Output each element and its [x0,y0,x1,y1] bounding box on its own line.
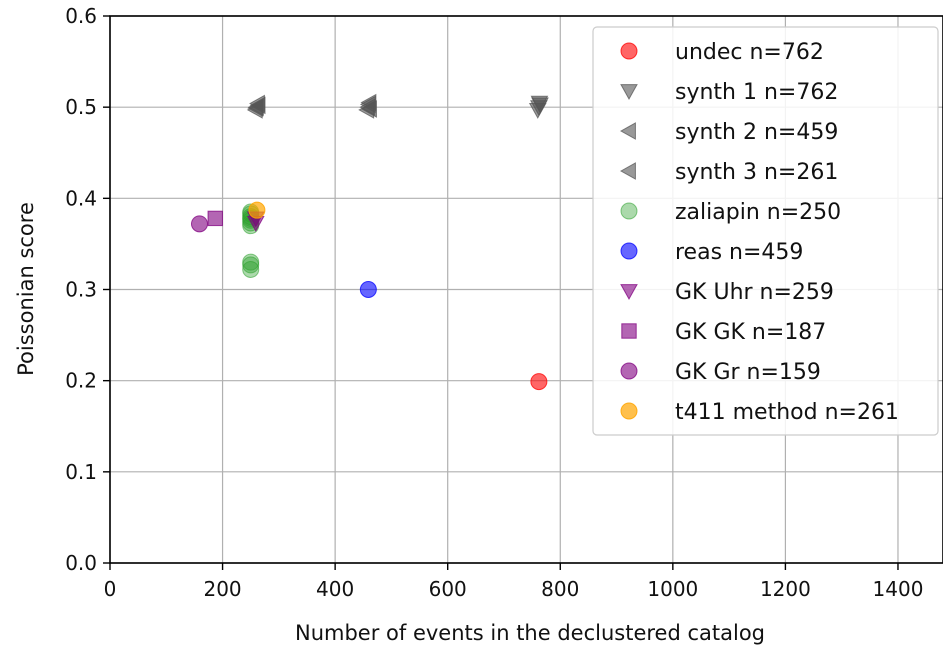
legend-marker [620,84,638,101]
series-synth-1 [528,95,549,119]
axis-ticks: 0 200 400 600 800 1000 1200 1400 0.0 0.1 0.2 0.3 0.4… [65,4,923,601]
data-point [190,215,208,233]
legend-item: synth 1 n=762 [620,80,838,105]
data-point [359,95,376,114]
y-axis-label: Poissonian score [14,202,38,376]
data-point [530,95,549,112]
legend-item: GK Gr n=159 [620,360,821,385]
y-tick-label: 0.3 [65,278,97,302]
series-undec [530,373,548,391]
series-t411-method [248,201,266,219]
legend-label: undec n=762 [675,40,824,65]
legend-label: GK Uhr n=259 [675,280,834,305]
legend-marker [620,242,638,260]
data-point [242,253,260,271]
series-reas [359,281,377,298]
data-point [248,201,266,219]
series-synth-3 [246,94,266,119]
legend-label: t411 method n=261 [675,400,899,425]
legend-label: synth 3 n=261 [675,160,838,185]
legend-marker [620,284,638,301]
legend-label: GK GK n=187 [675,320,826,345]
data-points [190,93,549,391]
legend-item: GK Uhr n=259 [620,280,834,305]
y-tick-label: 0.0 [65,551,97,575]
legend-label: synth 2 n=459 [675,120,838,145]
series-gk-gr [190,215,208,233]
legend-item: undec n=762 [620,40,824,65]
y-tick-label: 0.4 [65,186,97,210]
legend-label: zaliapin n=250 [675,200,841,225]
data-point [530,373,548,391]
legend-label: GK Gr n=159 [675,360,821,385]
x-tick-label: 1200 [760,577,811,601]
data-point [207,210,223,227]
series-gk-gk [207,210,223,227]
y-tick-label: 0.6 [65,4,97,28]
legend-marker [620,402,638,420]
x-tick-label: 400 [316,577,354,601]
x-tick-label: 600 [429,577,467,601]
legend-item: t411 method n=261 [620,400,899,425]
x-tick-label: 200 [203,577,241,601]
legend-marker [620,42,638,60]
legend-box [592,26,939,436]
y-tick-label: 0.1 [65,460,97,484]
legend-marker [620,202,638,220]
data-point [359,281,377,298]
legend-marker [621,323,637,339]
legend-item: zaliapin n=250 [620,200,841,225]
series-synth-2 [358,93,377,119]
data-point [247,99,264,117]
legend-item: synth 3 n=261 [619,160,838,185]
x-tick-label: 1400 [873,577,924,601]
x-tick-label: 0 [104,577,117,601]
x-tick-label: 1000 [647,577,698,601]
legend-marker [619,122,636,140]
y-tick-label: 0.5 [65,95,97,119]
legend-item: reas n=459 [620,240,803,265]
data-point [242,260,260,278]
y-tick-label: 0.2 [65,369,97,393]
legend-marker [620,362,638,380]
x-tick-label: 800 [541,577,579,601]
legend-item: synth 2 n=459 [619,120,838,145]
legend-label: reas n=459 [675,240,803,265]
legend-marker [619,162,636,180]
x-axis-label: Number of events in the declustered cata… [295,621,765,645]
legend-item: GK GK n=187 [621,320,826,345]
legend: undec n=762 synth 1 n=762 synth 2 n=459 syn… [592,26,939,436]
legend-label: synth 1 n=762 [675,80,838,105]
